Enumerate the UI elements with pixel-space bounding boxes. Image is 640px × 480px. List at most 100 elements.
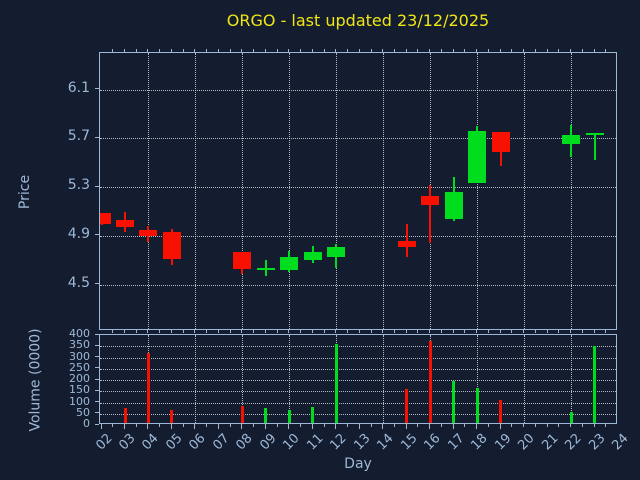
volume-tick-label: 150	[69, 383, 90, 397]
major-tick	[100, 424, 102, 429]
minor-tick	[112, 330, 114, 333]
minor-tick	[440, 49, 442, 52]
candle-body	[162, 232, 181, 260]
minor-tick	[300, 424, 302, 427]
minor-tick	[300, 49, 302, 52]
minor-tick	[276, 424, 278, 427]
major-tick	[311, 424, 313, 429]
major-tick	[499, 424, 501, 429]
candle-body	[562, 134, 581, 145]
minor-tick	[288, 330, 290, 333]
minor-tick	[605, 424, 607, 427]
minor-tick	[206, 424, 208, 427]
day-gridline	[195, 335, 197, 423]
price-gridline	[100, 138, 616, 140]
minor-tick	[558, 49, 560, 52]
price-tick	[95, 283, 99, 285]
minor-tick	[570, 330, 572, 333]
candle-body	[116, 220, 134, 228]
minor-tick	[311, 49, 313, 52]
minor-tick	[417, 424, 419, 427]
minor-tick	[323, 424, 325, 427]
major-tick	[264, 424, 266, 429]
volume-plot	[99, 334, 617, 424]
minor-tick	[393, 424, 395, 427]
major-tick	[194, 424, 196, 429]
day-gridline	[242, 335, 244, 423]
minor-tick	[605, 330, 607, 333]
volume-tick	[95, 423, 99, 425]
price-tick-label: 4.5	[67, 274, 90, 291]
minor-tick	[264, 330, 266, 333]
day-gridline	[148, 53, 150, 329]
minor-tick	[253, 424, 255, 427]
volume-tick	[95, 367, 99, 369]
x-tick-label: 04	[139, 431, 163, 454]
minor-tick	[476, 49, 478, 52]
minor-tick	[405, 49, 407, 52]
volume-tick	[95, 401, 99, 402]
minor-tick	[159, 330, 161, 333]
major-tick	[429, 424, 431, 429]
minor-tick	[487, 424, 489, 427]
volume-gridline	[100, 402, 616, 404]
minor-tick	[229, 49, 231, 52]
x-tick-label: 09	[257, 431, 280, 454]
day-gridline	[477, 335, 479, 423]
candle-body	[256, 267, 275, 270]
price-tick-label: 5.7	[67, 128, 90, 145]
minor-tick	[534, 424, 536, 427]
minor-tick	[124, 330, 125, 333]
minor-tick	[570, 424, 572, 427]
volume-bar	[405, 389, 409, 423]
minor-tick	[593, 330, 595, 333]
volume-axis-label: Volume (0000)	[27, 328, 44, 432]
major-tick	[217, 424, 219, 429]
minor-tick	[112, 424, 114, 427]
minor-tick	[417, 49, 419, 52]
x-tick-label: 24	[609, 431, 632, 454]
volume-tick-label: 200	[69, 372, 90, 385]
x-tick-label: 18	[468, 431, 491, 454]
minor-tick	[429, 330, 431, 333]
minor-tick	[147, 330, 149, 333]
minor-tick	[147, 49, 149, 52]
volume-tick-label: 50	[76, 405, 90, 419]
minor-tick	[194, 49, 196, 52]
x-tick-label: 07	[210, 431, 233, 454]
minor-tick	[452, 49, 454, 52]
x-tick-label: 23	[585, 431, 609, 454]
candle-body	[327, 246, 346, 257]
chart-title: ORGO - last updated 23/12/2025	[226, 11, 490, 30]
major-tick	[124, 424, 125, 429]
minor-tick	[452, 330, 454, 333]
volume-tick-label: 400	[69, 327, 90, 340]
major-tick	[288, 424, 290, 429]
x-axis-label: Day	[344, 456, 372, 472]
x-tick-label: 08	[233, 431, 256, 454]
x-tick-label: 13	[351, 431, 374, 454]
minor-tick	[405, 330, 407, 333]
minor-tick	[605, 49, 607, 52]
day-gridline	[195, 53, 197, 329]
price-tick-label: 5.3	[67, 177, 90, 194]
x-tick-label: 12	[327, 431, 350, 454]
minor-tick	[487, 49, 489, 52]
minor-tick	[523, 49, 525, 52]
x-tick-label: 11	[304, 431, 327, 454]
price-gridline	[100, 284, 616, 286]
minor-tick	[534, 330, 536, 333]
minor-tick	[546, 424, 548, 427]
x-tick-label: 14	[374, 431, 397, 454]
minor-tick	[347, 424, 349, 427]
minor-tick	[499, 49, 501, 52]
minor-tick	[159, 49, 161, 52]
minor-tick	[217, 330, 219, 333]
minor-tick	[523, 330, 525, 333]
minor-tick	[300, 330, 302, 333]
minor-tick	[347, 49, 349, 52]
price-gridline	[100, 187, 616, 189]
minor-tick	[393, 49, 395, 52]
volume-bar	[311, 406, 315, 423]
